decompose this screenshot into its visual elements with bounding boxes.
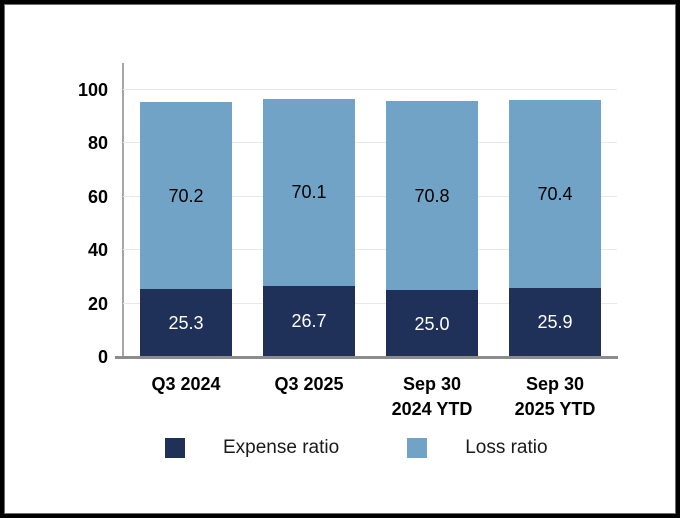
bar-value-label: 70.4 <box>537 183 573 204</box>
gridline <box>123 195 617 197</box>
legend-label-loss-ratio: Loss ratio <box>465 437 548 458</box>
expense-ratio-segment: 25.9 <box>509 287 601 357</box>
legend-item-loss-ratio: Loss ratio <box>407 437 548 458</box>
loss-ratio-segment: 70.8 <box>386 101 478 291</box>
x-axis-label: Sep 30 2024 YTD <box>391 374 473 419</box>
gridline <box>123 249 617 251</box>
bar-stack: 70.1 26.7 <box>263 98 355 357</box>
legend: Expense ratio Loss ratio <box>165 438 548 458</box>
expense-ratio-swatch-icon <box>165 438 185 458</box>
y-tick-label: 40 <box>87 240 108 261</box>
loss-ratio-swatch-icon <box>407 438 428 458</box>
x-axis-label: Q3 2025 <box>274 374 344 394</box>
loss-ratio-segment: 70.1 <box>263 98 355 286</box>
bar-value-label: 70.2 <box>168 185 204 206</box>
x-axis-label: Sep 30 2025 YTD <box>514 374 596 419</box>
bar-value-label: 26.7 <box>291 311 327 332</box>
plot-area: 0 20 40 60 80 100 70.2 25.3 70.1 26.7 70.8 25.0 70.… <box>78 63 618 366</box>
bars-container: 70.2 25.3 70.1 26.7 70.8 25.0 70.4 25.9 <box>140 98 601 357</box>
y-axis-line <box>122 63 124 357</box>
y-tick-label: 60 <box>87 186 108 207</box>
y-tick-label: 20 <box>87 293 108 314</box>
bar-value-label: 25.0 <box>414 313 450 334</box>
bar-stack: 70.4 25.9 <box>509 99 601 357</box>
x-axis-label: Q3 2024 <box>151 374 221 394</box>
loss-ratio-segment: 70.4 <box>509 99 601 288</box>
bar-value-label: 25.3 <box>168 313 204 334</box>
gridline <box>123 89 617 90</box>
loss-ratio-segment: 70.2 <box>140 102 232 290</box>
bar-value-label: 70.1 <box>291 182 327 203</box>
bar-value-label: 25.9 <box>537 312 573 333</box>
y-tick-label: 100 <box>77 80 108 100</box>
bar-value-label: 70.8 <box>414 185 450 206</box>
legend-label-expense-ratio: Expense ratio <box>223 437 340 458</box>
gridline <box>123 302 617 304</box>
legend-item-expense-ratio: Expense ratio <box>165 438 339 458</box>
bar-stack: 70.2 25.3 <box>140 102 232 357</box>
expense-ratio-segment: 25.0 <box>386 290 478 357</box>
bar-stack: 70.8 25.0 <box>386 101 478 357</box>
x-axis-line <box>115 356 618 359</box>
y-tick-label: 0 <box>97 347 108 367</box>
x-axis-labels: Q3 2024 Q3 2025 Sep 30 2024 YTD Sep 30 2025… <box>140 372 601 422</box>
expense-ratio-segment: 26.7 <box>263 285 355 357</box>
y-tick-label: 80 <box>87 133 108 154</box>
expense-ratio-segment: 25.3 <box>140 289 232 357</box>
gridline <box>123 142 617 144</box>
